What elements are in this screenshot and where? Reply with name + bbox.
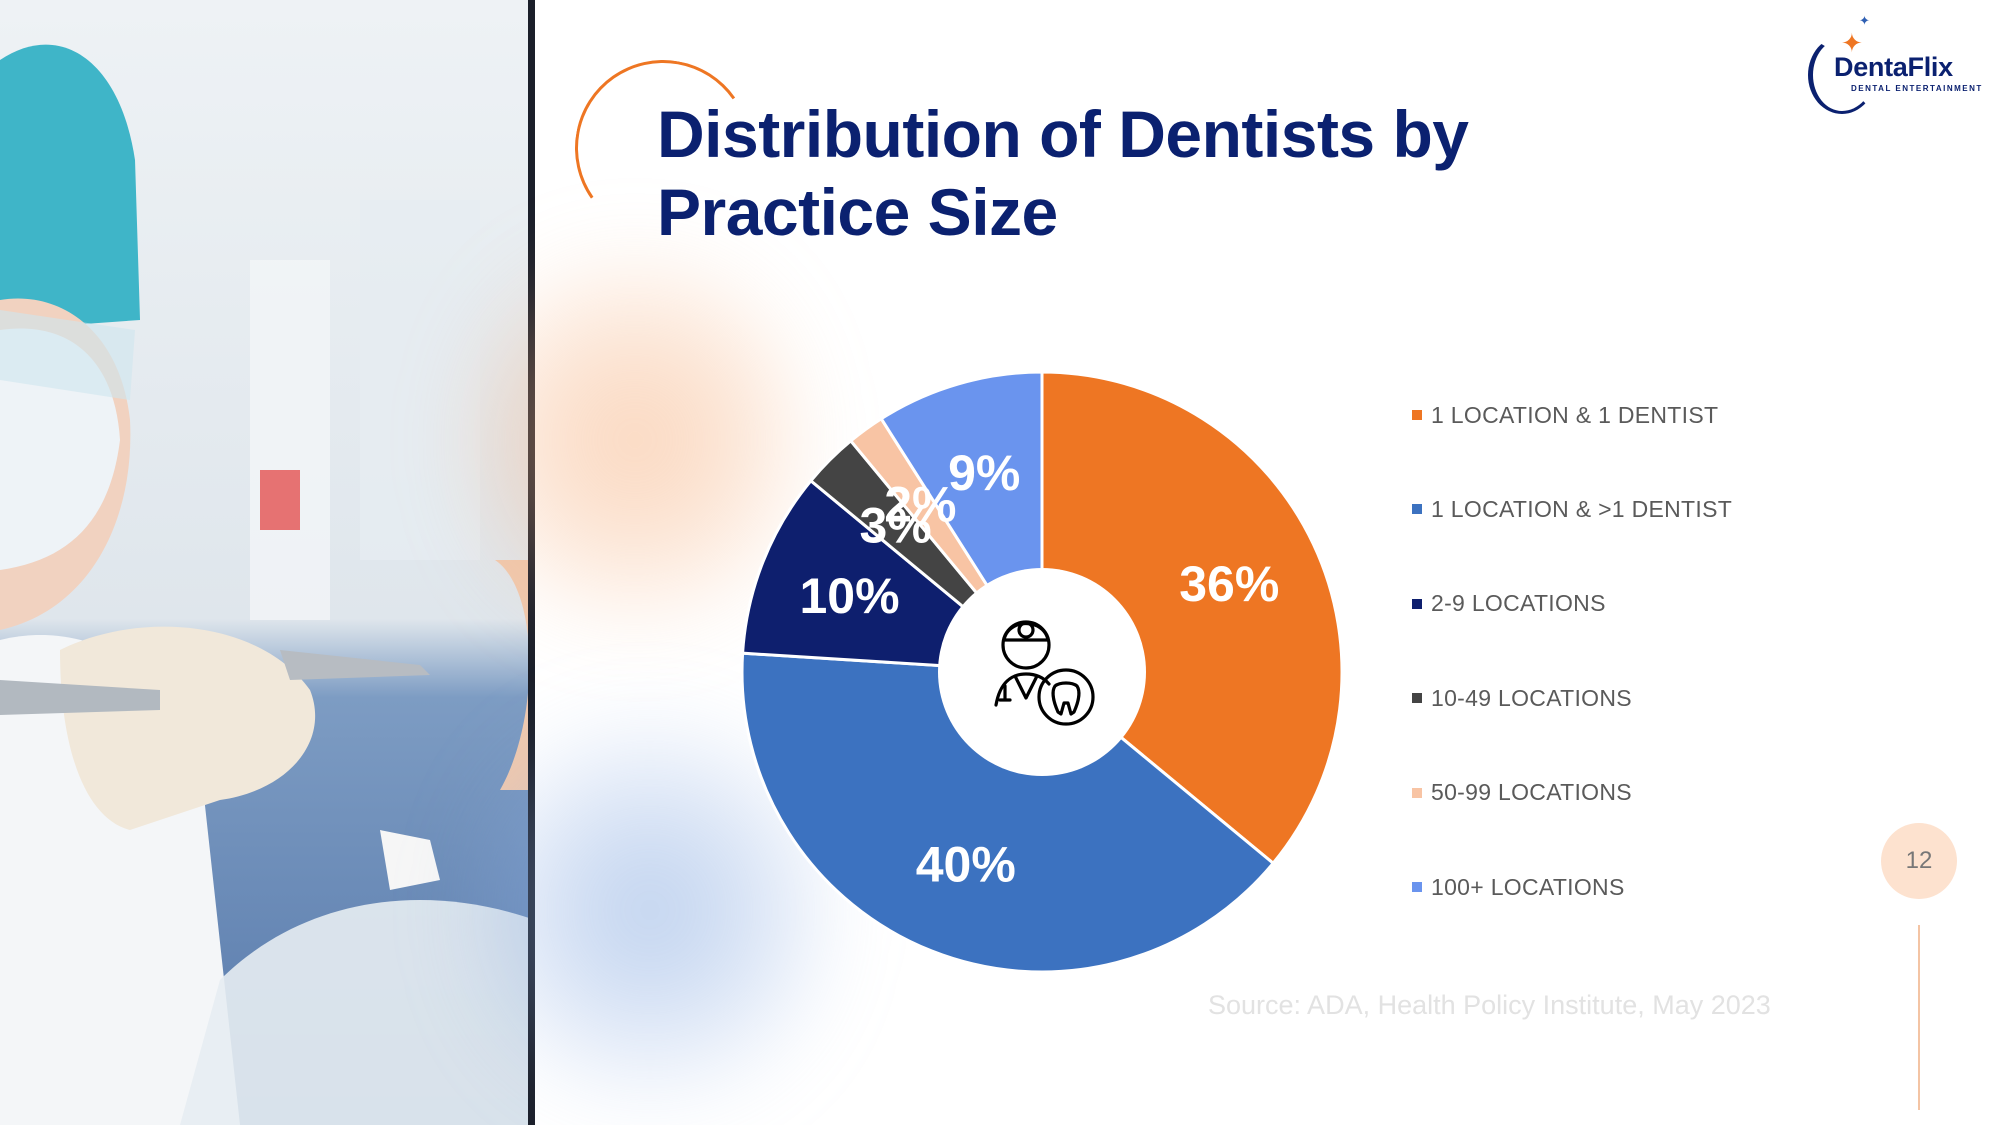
legend-swatch [1412,410,1422,420]
value-label-2: 40% [916,836,1016,892]
legend-item-3: 2-9 LOCATIONS [1412,589,1606,619]
value-label-4: 3% [859,498,931,554]
logo-star-icon: ✦ [1841,28,1863,58]
page-number-line [1918,925,1920,1110]
logo-name: DentaFlix [1834,52,1953,82]
legend-label: 2-9 LOCATIONS [1431,590,1606,617]
legend-swatch [1412,504,1422,515]
legend-swatch [1412,598,1422,609]
logo-swoosh-icon [1808,36,1876,114]
value-label-5: 2% [884,477,956,533]
page-number: 12 [1905,847,1933,874]
logo-sparkle-icon: ✦ [1859,13,1870,28]
background-glow-orange [470,230,800,650]
value-label-6: 9% [948,445,1020,501]
slice-2 [740,651,1276,974]
dentist-photo-illustration [0,0,535,1125]
page-title: Distribution of Dentists by Practice Siz… [657,97,1469,249]
dentist-photo [0,0,535,1125]
legend-label: 50-99 LOCATIONS [1431,779,1632,806]
legend-item-1: 1 LOCATION & 1 DENTIST [1412,400,1718,430]
value-label-3: 10% [799,568,899,624]
legend-label: 1 LOCATION & >1 DENTIST [1431,495,1733,522]
legend-item-2: 1 LOCATION & >1 DENTIST [1412,494,1732,524]
legend-label: 1 LOCATION & 1 DENTIST [1431,401,1719,428]
legend-item-4: 10-49 LOCATIONS [1412,683,1632,713]
page-number-badge: 12 [1881,823,1957,899]
dentaflix-logo: ✦ ✦ DentaFlix DENTAL ENTERTAINMENT [1808,13,1993,114]
value-label-1: 36% [1179,556,1279,612]
legend-item-5: 50-99 LOCATIONS [1412,778,1632,808]
legend-label: 100+ LOCATIONS [1431,873,1625,900]
legend-swatch [1412,787,1422,798]
legend-swatch [1412,693,1422,704]
logo-tagline: DENTAL ENTERTAINMENT [1851,84,1983,93]
dentist-with-tooth-icon [994,620,1095,726]
legend-swatch [1412,882,1422,892]
source-note: Source: ADA, Health Policy Institute, Ma… [1208,990,1771,1020]
legend-item-6: 100+ LOCATIONS [1412,872,1625,902]
chart-value-labels: 36% 40% 10% 3%2%9% [799,445,1279,892]
donut-hole [938,568,1146,776]
legend-label: 10-49 LOCATIONS [1431,684,1632,711]
slice-1 [1040,370,1344,866]
